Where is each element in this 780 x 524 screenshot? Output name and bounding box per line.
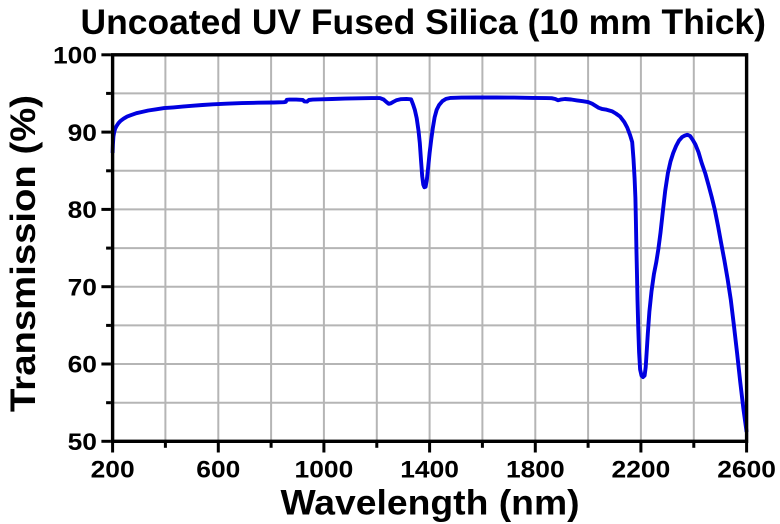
- svg-text:1800: 1800: [506, 456, 565, 483]
- svg-text:1400: 1400: [400, 456, 459, 483]
- svg-text:90: 90: [68, 120, 97, 147]
- svg-text:1000: 1000: [295, 456, 354, 483]
- svg-text:Wavelength (nm): Wavelength (nm): [280, 483, 579, 523]
- svg-text:600: 600: [196, 456, 240, 483]
- svg-text:2600: 2600: [717, 456, 776, 483]
- svg-text:70: 70: [68, 274, 97, 301]
- svg-text:Uncoated UV Fused Silica (10 m: Uncoated UV Fused Silica (10 mm Thick): [80, 3, 765, 42]
- svg-text:100: 100: [53, 43, 97, 70]
- svg-text:50: 50: [68, 429, 97, 456]
- svg-text:60: 60: [68, 352, 97, 379]
- svg-text:200: 200: [91, 456, 135, 483]
- svg-text:Transmission (%): Transmission (%): [3, 95, 42, 412]
- svg-text:2200: 2200: [612, 456, 671, 483]
- svg-text:80: 80: [68, 197, 97, 224]
